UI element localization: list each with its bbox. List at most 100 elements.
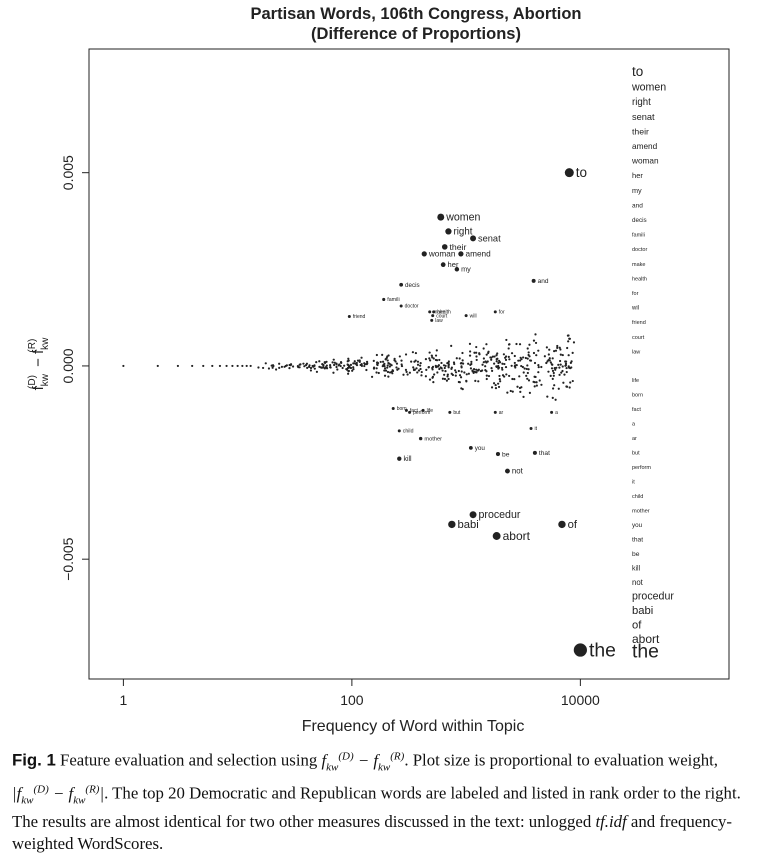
scatter-point xyxy=(462,362,465,365)
scatter-point xyxy=(467,372,470,375)
scatter-point xyxy=(548,357,551,360)
scatter-point xyxy=(365,362,368,366)
point-label: amend xyxy=(466,250,492,259)
scatter-point xyxy=(416,363,420,366)
scatter-point xyxy=(562,381,565,384)
labeled-point-marker xyxy=(531,278,536,283)
scatter-point xyxy=(535,354,538,357)
scatter-point xyxy=(428,357,431,360)
scatter-point xyxy=(446,361,449,365)
scatter-point xyxy=(485,370,488,373)
scatter-point xyxy=(447,360,450,363)
scatter-point xyxy=(556,346,559,349)
scatter-point xyxy=(461,388,464,391)
scatter-point xyxy=(543,355,546,358)
scatter-point xyxy=(451,373,454,377)
scatter-point xyxy=(440,361,443,365)
scatter-point xyxy=(554,398,557,401)
scatter-point xyxy=(519,390,522,394)
scatter-point xyxy=(375,353,378,357)
labeled-point-marker xyxy=(431,314,435,318)
scatter-point xyxy=(491,369,494,372)
scatter-point xyxy=(360,363,363,366)
scatter-point xyxy=(551,357,554,360)
scatter-point xyxy=(447,377,450,381)
scatter-point xyxy=(391,369,395,373)
scatter-point xyxy=(547,353,550,356)
scatter-point xyxy=(482,347,485,350)
scatter-point xyxy=(485,374,488,377)
point-label: court xyxy=(436,313,448,319)
scatter-point xyxy=(570,360,573,363)
scatter-point xyxy=(485,377,488,381)
scatter-point xyxy=(475,355,478,358)
scatter-point xyxy=(493,362,496,365)
scatter-point xyxy=(431,365,435,368)
scatter-point xyxy=(495,360,498,363)
scatter-point xyxy=(202,364,205,368)
scatter-point xyxy=(526,347,529,350)
scatter-point xyxy=(386,355,389,358)
scatter-point xyxy=(365,368,368,372)
caption-formula-abs: |fkw(D) − fkw(R)| xyxy=(12,782,105,806)
rank-list-dem-item: law xyxy=(632,349,640,355)
scatter-point xyxy=(398,355,401,358)
scatter-point xyxy=(479,369,483,373)
labeled-point-marker xyxy=(397,456,402,461)
labeled-point-marker xyxy=(441,244,448,250)
point-label: famili xyxy=(387,297,399,303)
scatter-point xyxy=(509,389,512,393)
caption-tfidf: tf.idf xyxy=(595,811,627,831)
scatter-point xyxy=(375,371,378,374)
scatter-point xyxy=(551,396,554,399)
scatter-point xyxy=(468,342,472,346)
scatter-point xyxy=(391,372,394,375)
scatter-point xyxy=(339,364,342,368)
scatter-point xyxy=(442,364,446,367)
labeled-point-marker xyxy=(532,450,537,455)
scatter-point xyxy=(526,364,529,367)
point-label: it xyxy=(535,426,538,432)
scatter-point xyxy=(498,361,502,364)
scatter-point xyxy=(470,360,473,363)
scatter-point xyxy=(495,354,498,357)
labeled-point-marker xyxy=(418,436,423,441)
scatter-point xyxy=(475,371,478,374)
scatter-point xyxy=(315,361,318,364)
point-label: right xyxy=(454,227,473,238)
scatter-point xyxy=(306,366,309,369)
rank-list-dem-item: and xyxy=(632,202,643,209)
scatter-point xyxy=(476,369,479,372)
scatter-point xyxy=(518,375,521,378)
scatter-point xyxy=(122,364,125,368)
scatter-point xyxy=(404,353,408,356)
rank-list-dem-item: make xyxy=(632,262,645,268)
scatter-point xyxy=(454,371,458,374)
scatter-point xyxy=(549,374,552,377)
scatter-point xyxy=(556,344,559,348)
scatter-point xyxy=(323,361,326,364)
point-label: born xyxy=(397,406,407,412)
scatter-point xyxy=(389,363,392,366)
point-label: law xyxy=(435,318,443,324)
scatter-point xyxy=(524,356,527,360)
scatter-point xyxy=(468,354,472,357)
scatter-point xyxy=(420,370,423,374)
scatter-point xyxy=(296,365,299,368)
labeled-point-marker xyxy=(558,520,566,529)
point-label: of xyxy=(568,519,578,531)
scatter-point xyxy=(384,369,388,372)
scatter-point xyxy=(257,366,260,369)
scatter-point xyxy=(507,347,510,350)
scatter-point xyxy=(454,374,457,377)
scatter-point xyxy=(176,364,179,368)
scatter-point xyxy=(267,367,271,370)
scatter-point xyxy=(289,364,292,367)
rank-list-rep-item: but xyxy=(632,451,640,457)
scatter-point xyxy=(419,364,422,367)
scatter-point xyxy=(508,374,511,378)
scatter-point xyxy=(550,367,554,370)
scatter-point xyxy=(381,360,385,363)
scatter-point xyxy=(420,374,423,377)
scatter-point xyxy=(365,360,369,363)
